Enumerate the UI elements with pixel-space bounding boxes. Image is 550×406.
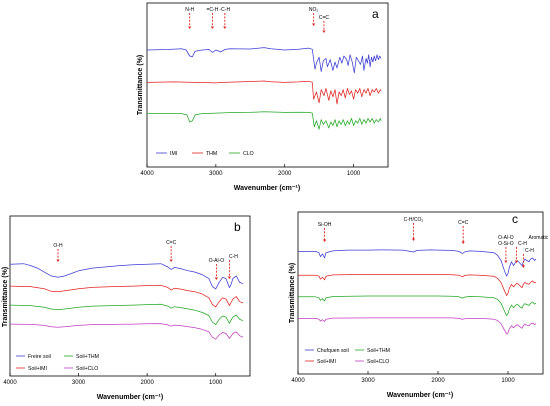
panel-b: O-H C=C O-Al-O C-H 4000 3000 2000 1000 b Waven… [2,215,251,401]
series-line-soil-clo [298,317,537,335]
panel-b-x-ticks: 4000 3000 2000 1000 [3,373,223,386]
annotation-arrowhead-c-h [210,26,215,29]
annotation-label-aromatic: Aromatic [529,235,549,241]
panel-a-x-ticks: 4000 3000 2000 1000 [140,164,361,177]
series-line-imi [146,47,382,74]
legend-label-thm: THM [206,151,217,157]
annotation-arrowhead-c-c [169,259,173,262]
panel-b-frame [9,215,251,377]
legend-label-soil-clo: Soil+CLO [76,366,98,372]
x-tick-label-4000: 4000 [140,171,154,177]
legend-label-chufquen-soil: Chufquen soil [317,348,349,354]
panel-c-annotations: Si-OHC-H/CO₂ C=CO-Al-OO-Si-OAromaticC-HC-… [318,217,549,268]
annotation-arrowhead-o-si-o [504,260,508,263]
annotation-label-c-h: -C-H [220,7,231,13]
panel-b-annotations: O-H C=C O-Al-O C-H [53,240,238,280]
panel-a-ylabel: Transmittance (%) [137,55,144,115]
panel-c-frame [297,211,544,375]
panel-c-ylabel: Transmittance (%) [289,263,296,323]
legend-label-clo: CLO [243,151,254,157]
legend-label-freire-soil: Freire soil [28,354,51,360]
x-tick-label-2000: 2000 [140,380,154,386]
x-tick-label-4000: 4000 [3,380,17,386]
panel-c-x-ticks: 4000 3000 2000 1000 [291,371,515,384]
panel-b-series [9,263,244,340]
annotation-label-o-h: O-H [53,243,63,249]
annotation-label-o-si-o: O-Si-O [498,241,514,247]
annotation-arrowhead-n-h [188,26,192,29]
series-line-soil-thm [298,295,537,316]
annotation-arrowhead-c-h [521,265,525,268]
series-line-soil-thm [9,303,244,325]
annotation-label-si-oh: Si-OH [318,222,332,228]
annotation-label-c-h: =C-H [207,7,219,13]
panel-a-series [146,47,382,130]
panel-c: Si-OHC-H/CO₂ C=CO-Al-OO-Si-OAromaticC-HC-… [289,211,549,399]
x-tick-label-1000: 1000 [209,380,223,386]
series-line-chufquen-soil [298,249,537,277]
panel-b-xlabel: Wavenumber (cm⁻¹) [97,394,163,401]
series-line-soil-imi [298,274,537,296]
series-line-soil-clo [9,323,244,340]
panel-c-legend: Chufquen soil Soil+THM Soil+IMI Soil+CLO [305,348,390,365]
annotation-label-c-h: C-H [525,248,534,254]
series-line-freire-soil [9,263,244,290]
annotation-label-c-c: C=C [319,15,330,21]
annotation-label-no: NO₂ [309,7,319,13]
panel-c-series [298,249,537,335]
annotation-arrowhead-si-oh [323,239,327,242]
x-tick-label-4000: 4000 [291,378,305,384]
panel-b-letter: b [234,220,241,234]
annotation-label-o-al-o: O-Al-O [209,258,225,264]
series-line-soil-imi [9,284,244,308]
series-line-thm [146,80,382,105]
x-tick-label-1000: 1000 [347,171,361,177]
series-line-clo [147,111,382,130]
panel-c-letter: c [512,212,518,226]
annotation-arrowhead-c-h [514,260,518,263]
annotation-arrowhead-o-h [56,259,60,262]
annotation-label-c-c: C=C [458,220,469,226]
annotation-arrowhead-c-c [461,241,465,244]
annotation-arrowhead-c-c [322,30,326,33]
legend-label-soil-clo-c: Soil+CLO [367,359,389,365]
annotation-arrowhead-c-h [227,276,232,279]
panel-a-legend: IMI THM CLO [156,151,254,157]
x-tick-label-3000: 3000 [209,171,223,177]
annotation-label-c-c: C=C [166,240,177,246]
annotation-label-n-h: N-H [185,7,194,13]
annotation-label-c-h: C-H [518,241,527,247]
annotation-arrowhead-no [312,23,316,26]
panel-b-ylabel: Transmittance (%) [2,267,9,327]
x-tick-label-2000: 2000 [278,171,292,177]
annotation-arrowhead-c-h [223,26,227,29]
panel-a-xlabel: Wavenumber (cm⁻¹) [234,185,300,192]
legend-label-soil-thm-c: Soil+THM [367,348,390,354]
legend-label-imi: IMI [170,151,177,157]
legend-label-soil-imi: Soil+IMI [28,366,47,372]
annotation-arrowhead-o-al-o [214,277,218,280]
legend-label-soil-imi-c: Soil+IMI [317,359,336,365]
annotation-label-o-al-o: O-Al-O [498,235,514,241]
annotation-arrowhead-c-h-co [411,238,416,241]
legend-label-soil-thm: Soil+THM [76,354,99,360]
x-tick-label-3000: 3000 [72,380,86,386]
annotation-label-c-h-co: C-H/CO₂ [404,217,424,223]
x-tick-label-3000: 3000 [361,378,375,384]
panel-b-legend: Freire soil Soil+THM Soil+IMI Soil+CLO [16,354,99,372]
x-tick-label-2000: 2000 [431,378,445,384]
x-tick-label-1000: 1000 [501,378,515,384]
panel-a-frame [146,2,389,168]
annotation-label-c-h: C-H [229,254,238,260]
panel-c-xlabel: Wavenumber (cm⁻¹) [387,392,453,399]
panel-a-letter: a [372,7,379,21]
